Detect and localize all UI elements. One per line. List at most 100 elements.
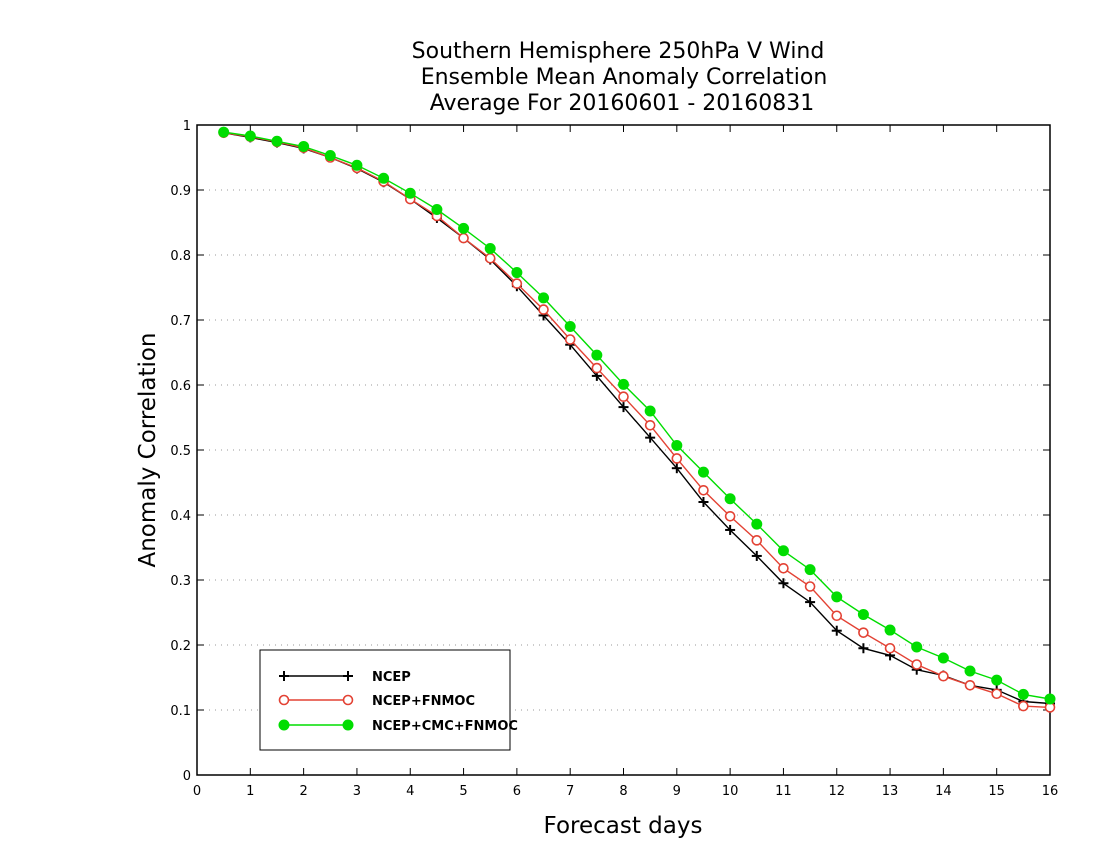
y-tick-label: 0.8 xyxy=(170,249,191,264)
data-point xyxy=(831,591,843,603)
data-point xyxy=(538,292,550,304)
data-point xyxy=(937,652,949,664)
y-tick-label: 0.6 xyxy=(170,379,191,394)
legend-label: NCEP xyxy=(372,670,411,685)
data-point xyxy=(484,252,496,264)
data-point xyxy=(298,140,310,152)
data-point xyxy=(458,222,470,234)
data-point xyxy=(698,484,709,496)
chart-title: Southern Hemisphere 250hPa V Wind Ensemb… xyxy=(412,39,828,116)
data-point xyxy=(778,562,789,574)
data-point xyxy=(804,564,816,576)
data-point xyxy=(751,518,763,530)
data-point xyxy=(751,535,763,546)
x-axis-label: Forecast days xyxy=(544,813,703,839)
legend-entry: NCEP+CMC+FNMOC xyxy=(278,719,518,734)
data-point xyxy=(778,578,789,589)
data-point xyxy=(857,608,869,620)
data-point xyxy=(618,391,629,403)
legend-entry: NCEP xyxy=(279,670,411,685)
data-point xyxy=(911,641,923,653)
data-point xyxy=(884,642,896,654)
x-tick-label: 11 xyxy=(775,784,792,799)
series-ncep xyxy=(218,127,1055,709)
data-point xyxy=(831,625,842,636)
legend-marker xyxy=(342,694,354,706)
x-tick-label: 10 xyxy=(722,784,739,799)
data-point xyxy=(991,688,1002,700)
legend-marker xyxy=(278,694,290,706)
y-axis-label: Anomaly Correlation xyxy=(135,332,161,567)
series-ncep-cmc-fnmoc xyxy=(218,126,1056,705)
data-point xyxy=(351,159,363,171)
x-tick-label: 8 xyxy=(619,784,627,799)
data-point xyxy=(697,466,709,478)
y-tick-label: 0.1 xyxy=(170,704,191,719)
data-point xyxy=(671,439,683,451)
data-point xyxy=(271,135,283,147)
x-tick-label: 12 xyxy=(828,784,845,799)
title-line-3: Average For 20160601 - 20160831 xyxy=(430,91,815,116)
data-point xyxy=(1017,688,1029,700)
x-tick-label: 1 xyxy=(246,784,254,799)
y-tick-label: 0.7 xyxy=(170,314,191,329)
data-point xyxy=(378,172,390,184)
data-point xyxy=(911,659,923,670)
x-tick-label: 7 xyxy=(566,784,574,799)
legend: NCEP NCEP+FNMOC NCEP+CMC+FNMOC xyxy=(259,649,518,751)
x-tick-label: 4 xyxy=(406,784,414,799)
y-tick-label: 1 xyxy=(183,119,191,134)
data-point xyxy=(618,378,629,390)
title-line-1: Southern Hemisphere 250hPa V Wind xyxy=(412,39,825,64)
x-tick-label: 14 xyxy=(935,784,952,799)
data-point xyxy=(458,232,469,244)
data-point xyxy=(1044,693,1056,705)
legend-label: NCEP+FNMOC xyxy=(372,694,475,709)
title-line-2: Ensemble Mean Anomaly Correlation xyxy=(421,65,828,90)
x-tick-label: 5 xyxy=(459,784,467,799)
legend-marker xyxy=(278,719,290,731)
data-point xyxy=(884,624,896,636)
data-point xyxy=(858,627,869,638)
data-point xyxy=(511,278,523,289)
data-point xyxy=(777,545,789,557)
data-point xyxy=(804,581,816,592)
data-point xyxy=(805,597,816,608)
data-point xyxy=(218,126,230,138)
data-point xyxy=(511,267,523,279)
legend-label: NCEP+CMC+FNMOC xyxy=(372,719,518,734)
data-point xyxy=(484,243,496,254)
data-point xyxy=(538,304,549,315)
x-tick-label: 2 xyxy=(299,784,307,799)
x-tick-label: 15 xyxy=(988,784,1005,799)
data-point xyxy=(564,334,576,345)
y-tick-label: 0.3 xyxy=(170,574,191,589)
series-line xyxy=(223,132,1051,709)
legend-marker xyxy=(342,719,354,731)
data-point xyxy=(618,402,629,413)
y-tick-label: 0.9 xyxy=(170,184,191,199)
x-tick-label: 13 xyxy=(882,784,899,799)
x-tick-label: 0 xyxy=(193,784,201,799)
x-tick-label: 6 xyxy=(513,784,521,799)
series-layer xyxy=(218,126,1056,713)
y-tick-label: 0 xyxy=(183,769,191,784)
data-point xyxy=(645,432,656,443)
x-tick-label: 16 xyxy=(1042,784,1059,799)
data-point xyxy=(671,463,682,474)
y-tick-label: 0.2 xyxy=(170,639,191,654)
data-point xyxy=(724,510,736,522)
data-point xyxy=(244,130,256,142)
legend-marker xyxy=(343,671,353,681)
data-point xyxy=(1018,700,1029,712)
data-point xyxy=(431,204,443,215)
legend-marker xyxy=(279,671,289,681)
y-tick-label: 0.4 xyxy=(170,509,191,524)
data-point xyxy=(591,362,603,374)
legend-entry: NCEP+FNMOC xyxy=(278,694,475,709)
data-point xyxy=(751,550,762,561)
data-point xyxy=(858,643,869,654)
data-point xyxy=(644,405,656,417)
data-point xyxy=(725,524,736,535)
